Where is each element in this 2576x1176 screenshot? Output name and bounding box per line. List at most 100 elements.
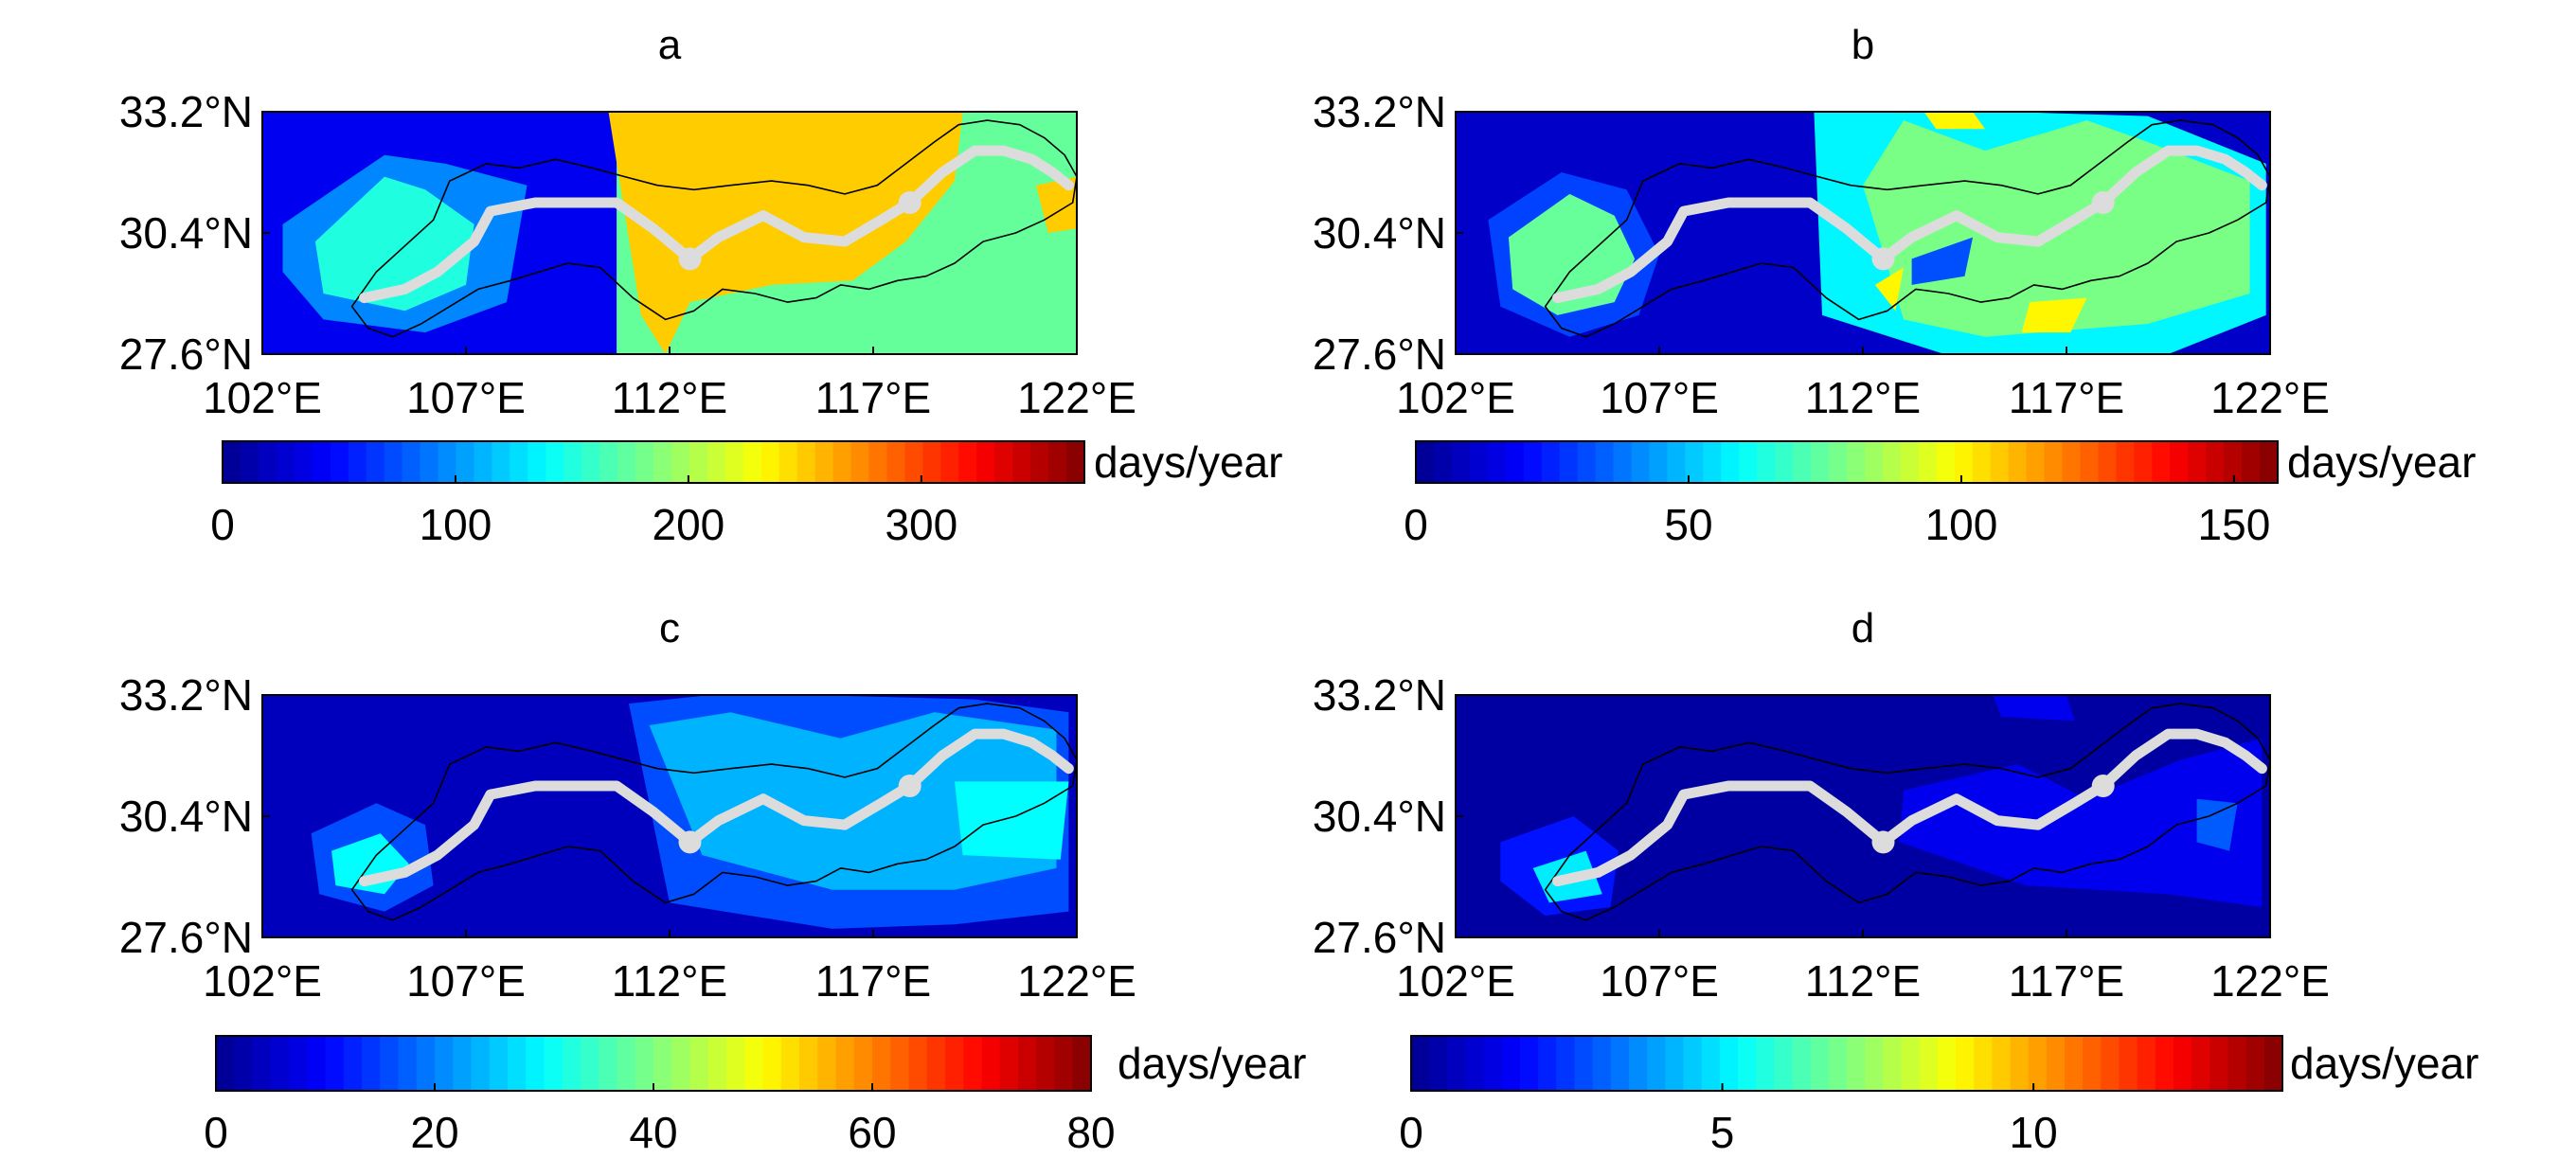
colorbar-tick-label: 50: [1664, 500, 1712, 549]
panel-c: c 102°E 107°E 112°E 117°E 122°E 33.2°N 30.4°N 27…: [119, 605, 1307, 1157]
colorbar-segment: [1451, 441, 1471, 483]
colorbar-segment: [853, 1036, 873, 1091]
colorbar-segment: [2083, 1036, 2102, 1091]
y-tick-label: 30.4°N: [1313, 792, 1446, 841]
colorbar-segment: [402, 441, 421, 483]
colorbar-segment: [312, 441, 331, 483]
colorbar-segment: [564, 441, 582, 483]
colorbar-unit-label: days/year: [2290, 1039, 2478, 1088]
colorbar-segment: [762, 1036, 782, 1091]
colorbar-segment: [945, 1036, 964, 1091]
colorbar-segment: [1937, 1036, 1957, 1091]
colorbar-segment: [1541, 441, 1561, 483]
x-tick-label: 102°E: [203, 956, 322, 1006]
colorbar-segment: [999, 1036, 1019, 1091]
colorbar-segment: [2224, 441, 2243, 483]
colorbar-segment: [1465, 1036, 1485, 1091]
colorbar-segment: [1559, 441, 1579, 483]
colorbar-segment: [1792, 1036, 1812, 1091]
x-tick-label: 107°E: [406, 373, 526, 422]
colorbar-segment: [1739, 441, 1758, 483]
colorbar-segment: [489, 1036, 509, 1091]
colorbar-segment: [1610, 1036, 1630, 1091]
colorbar-segment: [276, 441, 295, 483]
colorbar-segment: [1030, 441, 1049, 483]
colorbar-segment: [581, 441, 600, 483]
colorbar-segment: [1649, 441, 1669, 483]
colorbar-segment: [384, 441, 403, 483]
heatmap-region-5: [955, 781, 1069, 860]
colorbar-tick-label: 80: [1066, 1108, 1115, 1157]
colorbar-segment: [1483, 1036, 1503, 1091]
colorbar-segment: [2152, 441, 2171, 483]
x-tick-label: 117°E: [2009, 956, 2124, 1006]
colorbar-segment: [1012, 441, 1031, 483]
colorbar-tick-label: 10: [2010, 1108, 2058, 1157]
colorbar-segment: [1667, 441, 1686, 483]
colorbar-segment: [2188, 441, 2207, 483]
heatmap-region-4: [1993, 695, 2075, 722]
colorbar-segment: [922, 441, 941, 483]
colorbar-segment: [2080, 441, 2100, 483]
colorbar-segment: [832, 441, 852, 483]
colorbar-unit-label: days/year: [2287, 437, 2476, 487]
colorbar-segment: [1487, 441, 1507, 483]
colorbar-segment: [868, 441, 888, 483]
x-tick-label: 122°E: [1017, 373, 1136, 422]
colorbar-segment: [562, 1036, 581, 1091]
colorbar-segment: [546, 441, 564, 483]
colorbar-segment: [1613, 441, 1633, 483]
x-tick-label: 117°E: [2009, 373, 2124, 422]
colorbar-segment: [1066, 441, 1085, 483]
colorbar-segment: [1703, 441, 1722, 483]
map-area: [262, 695, 1077, 937]
colorbar-segment: [1411, 1036, 1430, 1091]
colorbar-segment: [1918, 441, 1938, 483]
colorbar-segment: [1523, 441, 1543, 483]
colorbar-segment: [1793, 441, 1812, 483]
colorbar-segment: [635, 441, 654, 483]
colorbar-segment: [1429, 1036, 1448, 1091]
y-tick-label: 30.4°N: [1313, 208, 1446, 258]
colorbar-segment: [799, 1036, 818, 1091]
colorbar-segment: [438, 441, 457, 483]
colorbar-segment: [1048, 441, 1067, 483]
colorbar-segment: [1774, 1036, 1794, 1091]
colorbar-segment: [294, 441, 313, 483]
colorbar-segment: [778, 441, 798, 483]
colorbar-segment: [653, 441, 672, 483]
colorbar-segment: [2263, 1036, 2283, 1091]
colorbar-segment: [599, 441, 618, 483]
colorbar-segment: [1719, 1036, 1739, 1091]
panel-b: b 102°E 107°E 112°E 117°E 122°E 33.2°N 30.4°N 27…: [1313, 22, 2477, 549]
colorbar-segment: [1592, 1036, 1612, 1091]
colorbar-segment: [453, 1036, 473, 1091]
basin-boundary: [350, 703, 1077, 921]
colorbar-segment: [1647, 1036, 1666, 1091]
colorbar-segment: [1828, 1036, 1848, 1091]
colorbar-segment: [216, 1036, 235, 1091]
y-tick-label: 33.2°N: [119, 670, 253, 720]
colorbar-segment: [416, 1036, 436, 1091]
colorbar-segment: [689, 1036, 709, 1091]
heatmap-region-3: [1899, 738, 2263, 907]
colorbar-segment: [1054, 1036, 1074, 1091]
colorbar-segment: [1469, 441, 1489, 483]
colorbar-segment: [890, 1036, 910, 1091]
colorbar-segment: [981, 1036, 1001, 1091]
colorbar-segment: [1954, 441, 1974, 483]
colorbar-tick-label: 0: [210, 500, 235, 549]
colorbar: 0 5 10 days/year: [1399, 1035, 2478, 1157]
river-node-2: [898, 775, 921, 797]
y-tick-label: 30.4°N: [119, 208, 253, 258]
colorbar-segment: [2227, 1036, 2247, 1091]
colorbar-segment: [1847, 1036, 1866, 1091]
colorbar-segment: [1595, 441, 1615, 483]
colorbar-segment: [886, 441, 906, 483]
colorbar-segment: [689, 441, 708, 483]
colorbar-segment: [707, 441, 726, 483]
colorbar-segment: [492, 441, 510, 483]
heatmap-region-5: [1923, 112, 1985, 130]
colorbar-segment: [926, 1036, 946, 1091]
colorbar-segment: [471, 1036, 491, 1091]
